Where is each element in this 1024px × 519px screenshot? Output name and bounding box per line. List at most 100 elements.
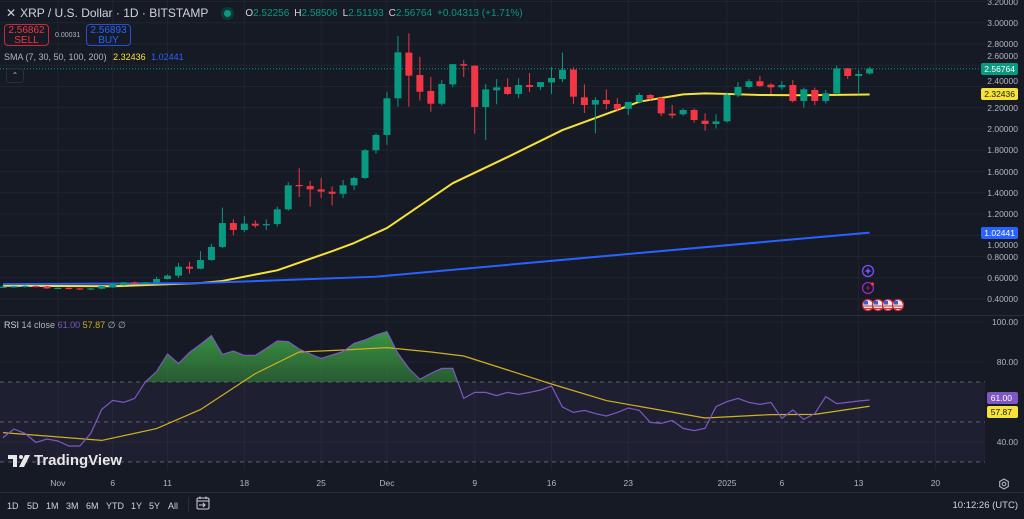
candle-body xyxy=(164,275,172,280)
candle-body xyxy=(131,282,139,284)
candle xyxy=(142,282,150,285)
candle xyxy=(229,219,237,236)
rsi-legend-extra1: ∅ xyxy=(107,320,116,330)
close-icon[interactable]: ✕ xyxy=(6,6,17,20)
clock[interactable]: 10:12:26 (UTC) xyxy=(952,500,1018,511)
candle-body xyxy=(449,64,457,85)
range-button-3m[interactable]: 3M xyxy=(66,501,79,511)
candle-body xyxy=(569,69,577,97)
candle xyxy=(789,80,797,103)
candle-body xyxy=(405,52,413,76)
rsi-band xyxy=(0,382,985,462)
candle-body xyxy=(306,185,314,190)
candle xyxy=(822,90,830,104)
candle-body xyxy=(109,284,117,288)
candle-body xyxy=(273,209,281,225)
symbol-header[interactable]: ✕ XRP / U.S. Dollar · 1D · BITSTAMP O2.5… xyxy=(6,6,523,20)
candle-body xyxy=(196,260,204,269)
candle xyxy=(646,93,654,101)
range-button-1d[interactable]: 1D xyxy=(7,501,19,511)
candle-body xyxy=(613,104,621,109)
candle xyxy=(449,64,457,88)
candle xyxy=(43,285,51,289)
calendar-goto-icon[interactable] xyxy=(196,496,210,510)
us-flag-icon[interactable] xyxy=(871,298,885,312)
rsi-overbought-fill xyxy=(3,331,870,382)
tradingview-logo-icon xyxy=(8,454,30,467)
candle-body xyxy=(635,95,643,103)
rsi-lines xyxy=(2,330,870,447)
sma-yellow-tag: 2.32436 xyxy=(981,88,1018,100)
candle xyxy=(580,84,588,114)
symbol-title[interactable]: XRP / U.S. Dollar · 1D · BITSTAMP xyxy=(20,6,209,20)
candle xyxy=(800,87,808,108)
price-axis-label: 1.40000 xyxy=(987,187,1018,198)
candle xyxy=(109,283,117,288)
candle xyxy=(811,87,819,105)
candle xyxy=(339,180,347,199)
candle-body xyxy=(372,134,380,151)
candle-body xyxy=(153,279,161,283)
candle-body xyxy=(229,223,237,230)
lightning-icon[interactable] xyxy=(861,281,875,295)
us-flag-icon[interactable] xyxy=(881,298,895,312)
candle-body xyxy=(65,287,73,290)
collapse-icon[interactable]: ⌃ xyxy=(6,68,24,83)
sma-legend[interactable]: SMA (7, 30, 50, 100, 200) 2.32436 1.0244… xyxy=(4,52,184,62)
range-button-ytd[interactable]: YTD xyxy=(106,501,124,511)
candle-body xyxy=(262,224,270,226)
candle-body xyxy=(537,82,545,88)
range-button-1y[interactable]: 1Y xyxy=(131,501,143,511)
settings-icon[interactable] xyxy=(999,478,1009,490)
range-button-6m[interactable]: 6M xyxy=(86,501,99,511)
us-flag-icon[interactable] xyxy=(891,298,905,312)
candle xyxy=(471,65,479,134)
sma-blue-line[interactable] xyxy=(2,231,870,286)
time-axis-label: 25 xyxy=(316,478,326,488)
tradingview-logo-text: TradingView xyxy=(34,452,123,469)
candle-body xyxy=(43,286,51,289)
candle-body xyxy=(10,286,18,288)
low-label: L xyxy=(342,7,349,19)
rsi-ma-line[interactable] xyxy=(2,346,870,442)
candle xyxy=(493,79,501,105)
time-axis-label: 13 xyxy=(853,478,864,488)
candle xyxy=(76,287,84,290)
sell-button[interactable]: 2.56862 SELL xyxy=(4,24,49,46)
range-button-5y[interactable]: 5Y xyxy=(149,501,161,511)
candle xyxy=(844,67,852,80)
candle xyxy=(372,133,380,154)
rsi-ma-tag: 57.87 xyxy=(986,406,1018,418)
buy-label: BUY xyxy=(98,35,119,46)
candle xyxy=(569,67,577,105)
candle xyxy=(438,80,446,106)
candle xyxy=(745,79,753,89)
time-axis-label: 2025 xyxy=(717,478,737,488)
candle xyxy=(482,83,490,140)
rsi-legend[interactable]: RSI 14 close 61.00 57.87 ∅ ∅ xyxy=(4,320,126,331)
candle-body xyxy=(185,266,193,269)
sma-yellow-line[interactable] xyxy=(2,92,870,288)
rsi-line[interactable] xyxy=(2,330,870,447)
candle xyxy=(712,114,720,129)
range-button-1m[interactable]: 1M xyxy=(46,501,59,511)
us-flag-icon[interactable] xyxy=(861,298,875,312)
close-label: C xyxy=(388,7,396,19)
price-axis-label: 2.40000 xyxy=(987,76,1018,86)
buy-button[interactable]: 2.56893 BUY xyxy=(86,24,131,46)
candle xyxy=(120,282,128,286)
candle xyxy=(701,113,709,131)
rsi-legend-ma-value: 57.87 xyxy=(82,320,106,330)
candle xyxy=(767,83,775,94)
sell-price: 2.56862 xyxy=(8,25,45,36)
range-button-all[interactable]: All xyxy=(168,501,179,511)
tradingview-logo[interactable]: TradingView xyxy=(8,452,122,469)
price-axis-label: 2.00000 xyxy=(987,124,1018,134)
range-button-5d[interactable]: 5D xyxy=(27,501,39,511)
sparkle-icon[interactable] xyxy=(861,264,875,278)
rsi-axis-label: 40.00 xyxy=(996,437,1018,447)
candle-body xyxy=(482,89,490,108)
economic-events[interactable] xyxy=(861,298,905,312)
candle xyxy=(251,220,259,228)
